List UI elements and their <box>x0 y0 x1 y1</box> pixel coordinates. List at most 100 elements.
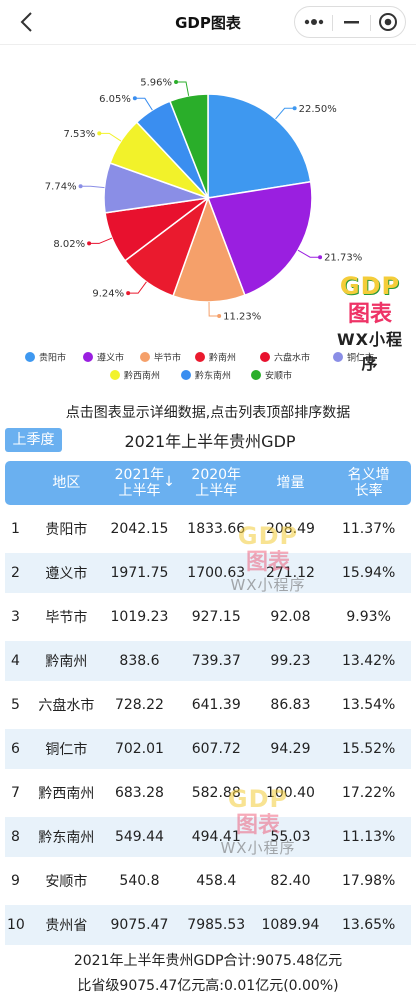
row-2021-value: 9075.47 <box>101 905 178 945</box>
header-2020-h1[interactable]: 2020年上半年 <box>177 461 255 505</box>
table-row[interactable]: 1 贵阳市 2042.15 1833.66 208.49 11.37% <box>5 509 411 549</box>
header-2021-h1[interactable]: 2021年上半年 ↓ <box>101 461 178 505</box>
table-watermark-2: GDP 图表 WX小程序 <box>208 785 308 858</box>
row-2020-value: 7985.53 <box>177 905 255 945</box>
table-row[interactable]: 6 铜仁市 702.01 607.72 94.29 15.52% <box>5 729 411 769</box>
pie-percent-label: 9.24% <box>92 289 124 300</box>
row-region: 六盘水市 <box>38 698 95 714</box>
pie-percent-label: 7.53% <box>63 129 95 140</box>
legend-marker[interactable] <box>25 352 35 362</box>
row-region: 毕节市 <box>45 610 88 626</box>
capsule-divider <box>370 15 371 31</box>
legend-marker[interactable] <box>260 352 270 362</box>
table-row[interactable]: 10 贵州省 9075.47 7985.53 1089.94 13.65% <box>5 905 411 945</box>
navigation-bar: GDP图表 <box>0 0 416 45</box>
legend-label[interactable]: 安顺市 <box>265 370 292 382</box>
row-region: 遵义市 <box>31 553 102 593</box>
table-row[interactable]: 7 黔西南州 683.28 582.88 100.40 17.22% <box>5 773 411 813</box>
pie-leader-dot <box>126 291 131 296</box>
row-increment: 86.83 <box>270 697 311 713</box>
row-growth-rate: 15.94% <box>326 553 411 593</box>
pie-leader-dot <box>78 184 83 189</box>
pie-slice[interactable] <box>168 93 209 199</box>
row-growth-rate: 13.42% <box>326 641 411 681</box>
legend-marker[interactable] <box>181 370 191 380</box>
row-2021-value: 1971.75 <box>101 553 178 593</box>
gdp-pie-chart[interactable]: 22.50% 21.73% 11.23% 9.24% 8.02% 7.74% 7.53% 6.… <box>0 50 416 395</box>
table-header-row: 地区 2021年上半年 ↓ 2020年上半年 增量 名义增长率 <box>5 461 411 505</box>
pie-leader-line <box>176 81 190 96</box>
pie-leader-line <box>297 249 321 258</box>
pie-percent-label: 11.23% <box>223 311 261 322</box>
table-row[interactable]: 3 毕节市 1019.23 927.15 92.08 9.93% <box>5 597 411 637</box>
previous-quarter-button[interactable]: 上季度 <box>5 428 62 452</box>
row-increment: 94.29 <box>254 729 327 769</box>
legend-label[interactable]: 黔东南州 <box>195 370 231 382</box>
row-growth-rate: 11.13% <box>326 817 411 857</box>
legend-label[interactable]: 六盘水市 <box>274 352 310 364</box>
row-region: 贵阳市 <box>45 522 88 538</box>
row-region: 黔东南州 <box>31 817 102 857</box>
summary-comparison: 比省级9075.47亿元高:0.01亿元(0.00%) <box>77 978 339 994</box>
legend-marker[interactable] <box>83 352 93 362</box>
legend-label[interactable]: 黔南州 <box>209 352 236 364</box>
row-2020-value: 739.37 <box>177 641 255 681</box>
row-2020-value: 494.41 <box>177 817 255 857</box>
close-miniprogram-button[interactable] <box>371 7 408 37</box>
logo-line-1: GDP <box>339 272 401 300</box>
watermark-line-2: 图表 <box>245 550 290 575</box>
header-growth-label: 名义增长率 <box>347 467 390 499</box>
legend-marker[interactable] <box>333 352 343 362</box>
usage-hint: 点击图表显示详细数据,点击列表顶部排序数据 <box>65 405 351 421</box>
table-row[interactable]: 5 六盘水市 728.22 641.39 86.83 13.54% <box>5 685 411 725</box>
row-index: 10 <box>5 905 32 945</box>
row-2021-value: 2042.15 <box>110 521 169 537</box>
minus-icon <box>344 21 359 24</box>
table-row[interactable]: 2 遵义市 1971.75 1700.63 271.12 15.94% <box>5 553 411 593</box>
pie-leader-line <box>89 237 113 244</box>
table-row[interactable]: 8 黔东南州 549.44 494.41 55.03 11.13% <box>5 817 411 857</box>
row-increment: 99.23 <box>254 641 327 681</box>
pie-leader-dot <box>132 96 137 101</box>
back-arrow-icon[interactable] <box>14 9 40 35</box>
pie-slice[interactable] <box>172 195 246 303</box>
table-row[interactable]: 9 安顺市 540.8 458.4 82.40 17.98% <box>5 861 411 901</box>
pie-leader-line <box>128 281 147 294</box>
more-menu-button[interactable] <box>295 7 332 37</box>
target-close-icon <box>379 13 397 31</box>
legend-marker[interactable] <box>195 352 205 362</box>
legend-marker[interactable] <box>140 352 150 362</box>
page-title: GDP图表 <box>175 14 241 32</box>
row-index: 5 <box>11 697 20 713</box>
legend-label[interactable]: 黔西南州 <box>124 370 160 382</box>
row-2020-value: 1833.66 <box>187 521 246 537</box>
table-title: 2021年上半年贵州GDP <box>124 432 296 451</box>
row-2021-value: 702.01 <box>101 729 178 769</box>
row-index: 6 <box>5 729 32 769</box>
row-region: 黔南州 <box>31 641 102 681</box>
row-increment: 100.40 <box>265 785 315 801</box>
pie-slice[interactable] <box>206 180 313 297</box>
header-index <box>5 461 32 505</box>
legend-label[interactable]: 遵义市 <box>97 352 124 364</box>
more-dots-icon <box>304 19 324 25</box>
row-2021-value: 838.6 <box>101 641 178 681</box>
row-2020-value: 582.88 <box>191 785 241 801</box>
legend-label[interactable]: 毕节市 <box>154 352 181 364</box>
header-region[interactable]: 地区 <box>31 461 102 505</box>
legend-label[interactable]: 贵阳市 <box>39 352 66 364</box>
legend-label[interactable]: 铜仁市 <box>347 352 374 364</box>
row-index: 7 <box>11 785 20 801</box>
legend-marker[interactable] <box>251 370 261 380</box>
minimize-button[interactable] <box>333 7 370 37</box>
pie-leader-dot <box>174 80 179 85</box>
pie-leader-line <box>134 97 153 111</box>
header-increment[interactable]: 增量 <box>254 461 327 505</box>
pie-percent-label: 22.50% <box>299 104 337 115</box>
header-growth-rate[interactable]: 名义增长率 <box>326 461 411 505</box>
table-row[interactable]: 4 黔南州 838.6 739.37 99.23 13.42% <box>5 641 411 681</box>
pie-percent-label: 7.74% <box>45 182 77 193</box>
legend-marker[interactable] <box>110 370 120 380</box>
row-index: 4 <box>5 641 32 681</box>
row-growth-rate: 9.93% <box>346 609 391 625</box>
